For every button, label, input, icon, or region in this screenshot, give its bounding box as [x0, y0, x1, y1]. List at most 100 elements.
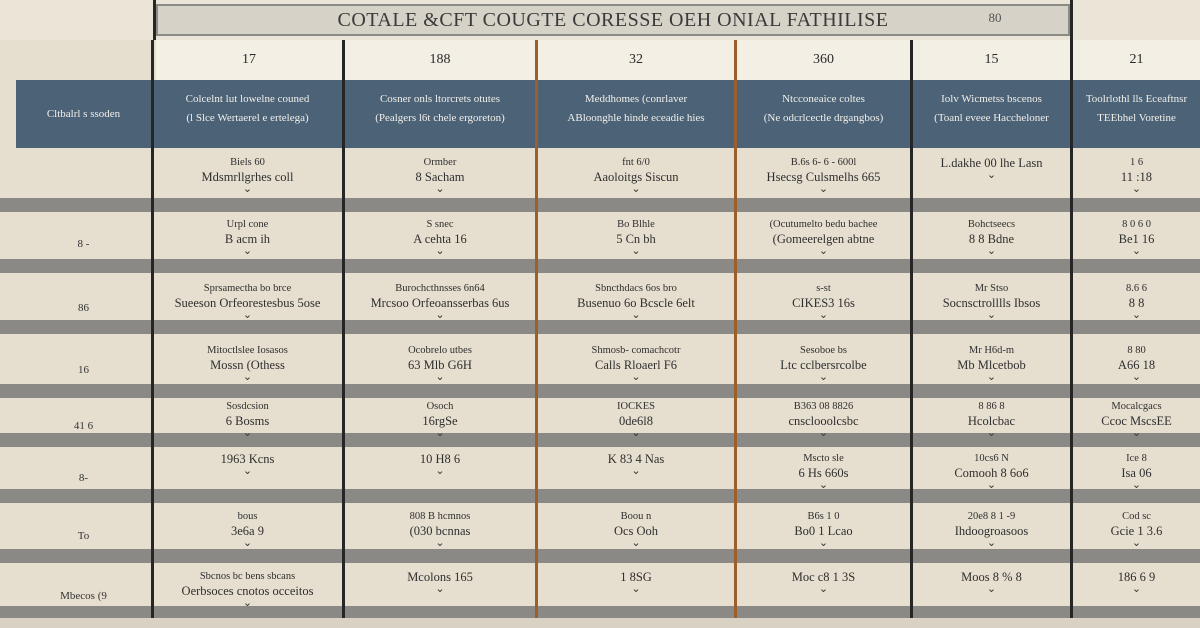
table-cell: 10cs6 N Comooh 8 6o6 ⌄ [913, 452, 1070, 491]
cell-subtext: 1 6 [1129, 157, 1144, 168]
cell-value: L.dakhe 00 lhe Lasn [940, 156, 1043, 170]
column-number-6: 21 [1129, 52, 1144, 67]
cell-subtext: B6s 1 0 [807, 511, 840, 522]
cell-subtext: Burochcthnsses 6n64 [395, 283, 485, 294]
cell-value: Comooh 8 6o6 [954, 466, 1029, 480]
cell-value: Ccoc MscsEE [1101, 414, 1172, 428]
cell-subtext: Boou n [620, 511, 652, 522]
chevron-down-icon: ⌄ [242, 427, 253, 439]
cell-subtext: Sesoboe bs [800, 345, 847, 356]
chevron-down-icon: ⌄ [986, 479, 997, 491]
table-cell: Mitoctlslee Iosasos Mossn (Othess ⌄ [153, 344, 342, 383]
table-cell: Sosdcsion 6 Bosms ⌄ [153, 400, 342, 439]
chevron-down-icon: ⌄ [435, 183, 445, 195]
chevron-down-icon: ⌄ [818, 537, 829, 549]
chevron-down-icon: ⌄ [986, 245, 997, 257]
table-cell: Ice 8 Isa 06 ⌄ [1073, 452, 1200, 491]
table-cell: B363 08 8826 cnsclooolcsbc ⌄ [737, 400, 910, 439]
table-cell: Sbncthdacs 6os bro Busenuo 6o Bcscle 6elt… [538, 282, 734, 321]
row-separator [0, 606, 1200, 618]
chevron-down-icon: ⌄ [986, 169, 997, 181]
table-cell: bous 3e6a 9 ⌄ [153, 510, 342, 549]
table-cell: Mocalcgacs Ccoc MscsEE ⌄ [1073, 400, 1200, 439]
cell-value: 8 Sacham [415, 170, 465, 184]
row-label: 86 [78, 302, 89, 314]
row-separator [0, 384, 1200, 398]
chevron-down-icon: ⌄ [818, 371, 829, 383]
table-cell: 10 H8 6 ⌄ [345, 452, 535, 477]
column-divider [342, 40, 345, 618]
cell-subtext: 8 0 6 0 [1122, 219, 1151, 230]
column-header-6-line1: Toolrlothl lls Eceaftnsr [1085, 93, 1188, 105]
table-cell: Mr Stso Socnsctrolllls Ibsos ⌄ [913, 282, 1070, 321]
cell-value: Mossn (Othess [210, 358, 285, 372]
cell-value: Sueeson Orfeorestesbus 5ose [174, 296, 321, 310]
table-cell: Cod sc Gcie 1 3.6 ⌄ [1073, 510, 1200, 549]
table-cell: 8.6 6 8 8 ⌄ [1073, 282, 1200, 321]
column-number-3: 32 [629, 52, 643, 67]
table-cell: Mcolons 165 ⌄ [345, 570, 535, 595]
chevron-down-icon: ⌄ [818, 479, 829, 491]
cell-value: Moos 8 % 8 [961, 570, 1022, 584]
column-number-1: 17 [242, 52, 256, 67]
cell-value: 8 8 Bdne [968, 232, 1015, 246]
chevron-down-icon: ⌄ [986, 583, 997, 595]
cell-subtext: Bohctseecs [967, 219, 1016, 230]
cell-value: 3e6a 9 [231, 524, 264, 538]
cell-value: Hsecsg Culsmelhs 665 [766, 170, 881, 184]
table-cell: 8 0 6 0 Be1 16 ⌄ [1073, 218, 1200, 257]
column-divider [1070, 40, 1073, 618]
cell-subtext: Mr H6d-m [968, 345, 1015, 356]
cell-value: 11 :18 [1120, 170, 1153, 184]
cell-value: 10 H8 6 [419, 452, 461, 466]
column-header-1: Colcelnt lut lowelne couned (l Slce Wert… [153, 80, 342, 148]
cell-value: 1 8SG [620, 570, 652, 584]
chevron-down-icon: ⌄ [631, 537, 641, 549]
row-label: 16 [78, 364, 89, 376]
chevron-down-icon: ⌄ [1131, 371, 1142, 383]
chevron-down-icon: ⌄ [818, 427, 829, 439]
cell-subtext: 10cs6 N [974, 453, 1009, 464]
column-number-2: 188 [429, 52, 451, 67]
table-cell: Bo Blhle 5 Cn bh ⌄ [538, 218, 734, 257]
cell-value: 0de6l8 [618, 414, 654, 428]
chevron-down-icon: ⌄ [631, 183, 641, 195]
chevron-down-icon: ⌄ [242, 465, 253, 477]
table-cell: Moc c8 1 3S ⌄ [737, 570, 910, 595]
column-divider [910, 40, 913, 618]
cell-value: cnsclooolcsbc [788, 414, 859, 428]
row-separator [0, 320, 1200, 334]
chevron-down-icon: ⌄ [242, 597, 253, 609]
table-cell: Sprsamectha bo brce Sueeson Orfeorestesbu… [153, 282, 342, 321]
cell-subtext: Bo Blhle [617, 219, 655, 230]
chevron-down-icon: ⌄ [435, 465, 445, 477]
cell-subtext: Biels 60 [230, 157, 265, 168]
row-separator [0, 433, 1200, 447]
cell-subtext: Osoch [426, 401, 454, 412]
cell-subtext: Sbcnos bc bens sbcans [199, 571, 296, 582]
chevron-down-icon: ⌄ [1131, 427, 1142, 439]
table-cell: 20e8 8 1 -9 Ihdoogroasoos ⌄ [913, 510, 1070, 549]
cell-value: (030 bcnnas [409, 524, 471, 538]
cell-subtext: fnt 6/0 [622, 157, 650, 168]
table-cell: 186 6 9 ⌄ [1073, 570, 1200, 595]
cell-subtext: Ormber [423, 157, 457, 168]
table-cell: Burochcthnsses 6n64 Mrcsoo Orfeoansserbas… [345, 282, 535, 321]
chevron-down-icon: ⌄ [986, 537, 997, 549]
chevron-down-icon: ⌄ [435, 371, 445, 383]
chevron-down-icon: ⌄ [818, 309, 829, 321]
chevron-down-icon: ⌄ [986, 309, 997, 321]
table-cell: 808 B hcmnos (030 bcnnas ⌄ [345, 510, 535, 549]
table-cell: Ormber 8 Sacham ⌄ [345, 156, 535, 195]
cell-subtext: B.6s 6- 6 - 600l [790, 157, 857, 168]
table-cell: Sbcnos bc bens sbcans Oerbsoces cnotos oc… [153, 570, 342, 609]
cell-subtext: B363 08 8826 [793, 401, 854, 412]
row-separator [0, 259, 1200, 273]
column-header-4-line2: (Ne odcrlcectle drgangbos) [763, 112, 884, 124]
column-number-row [156, 40, 1200, 80]
chevron-down-icon: ⌄ [818, 183, 829, 195]
title-box [156, 4, 1070, 36]
column-divider [535, 40, 538, 618]
row-separator [0, 549, 1200, 563]
cell-value: K 83 4 Nas [607, 452, 665, 466]
